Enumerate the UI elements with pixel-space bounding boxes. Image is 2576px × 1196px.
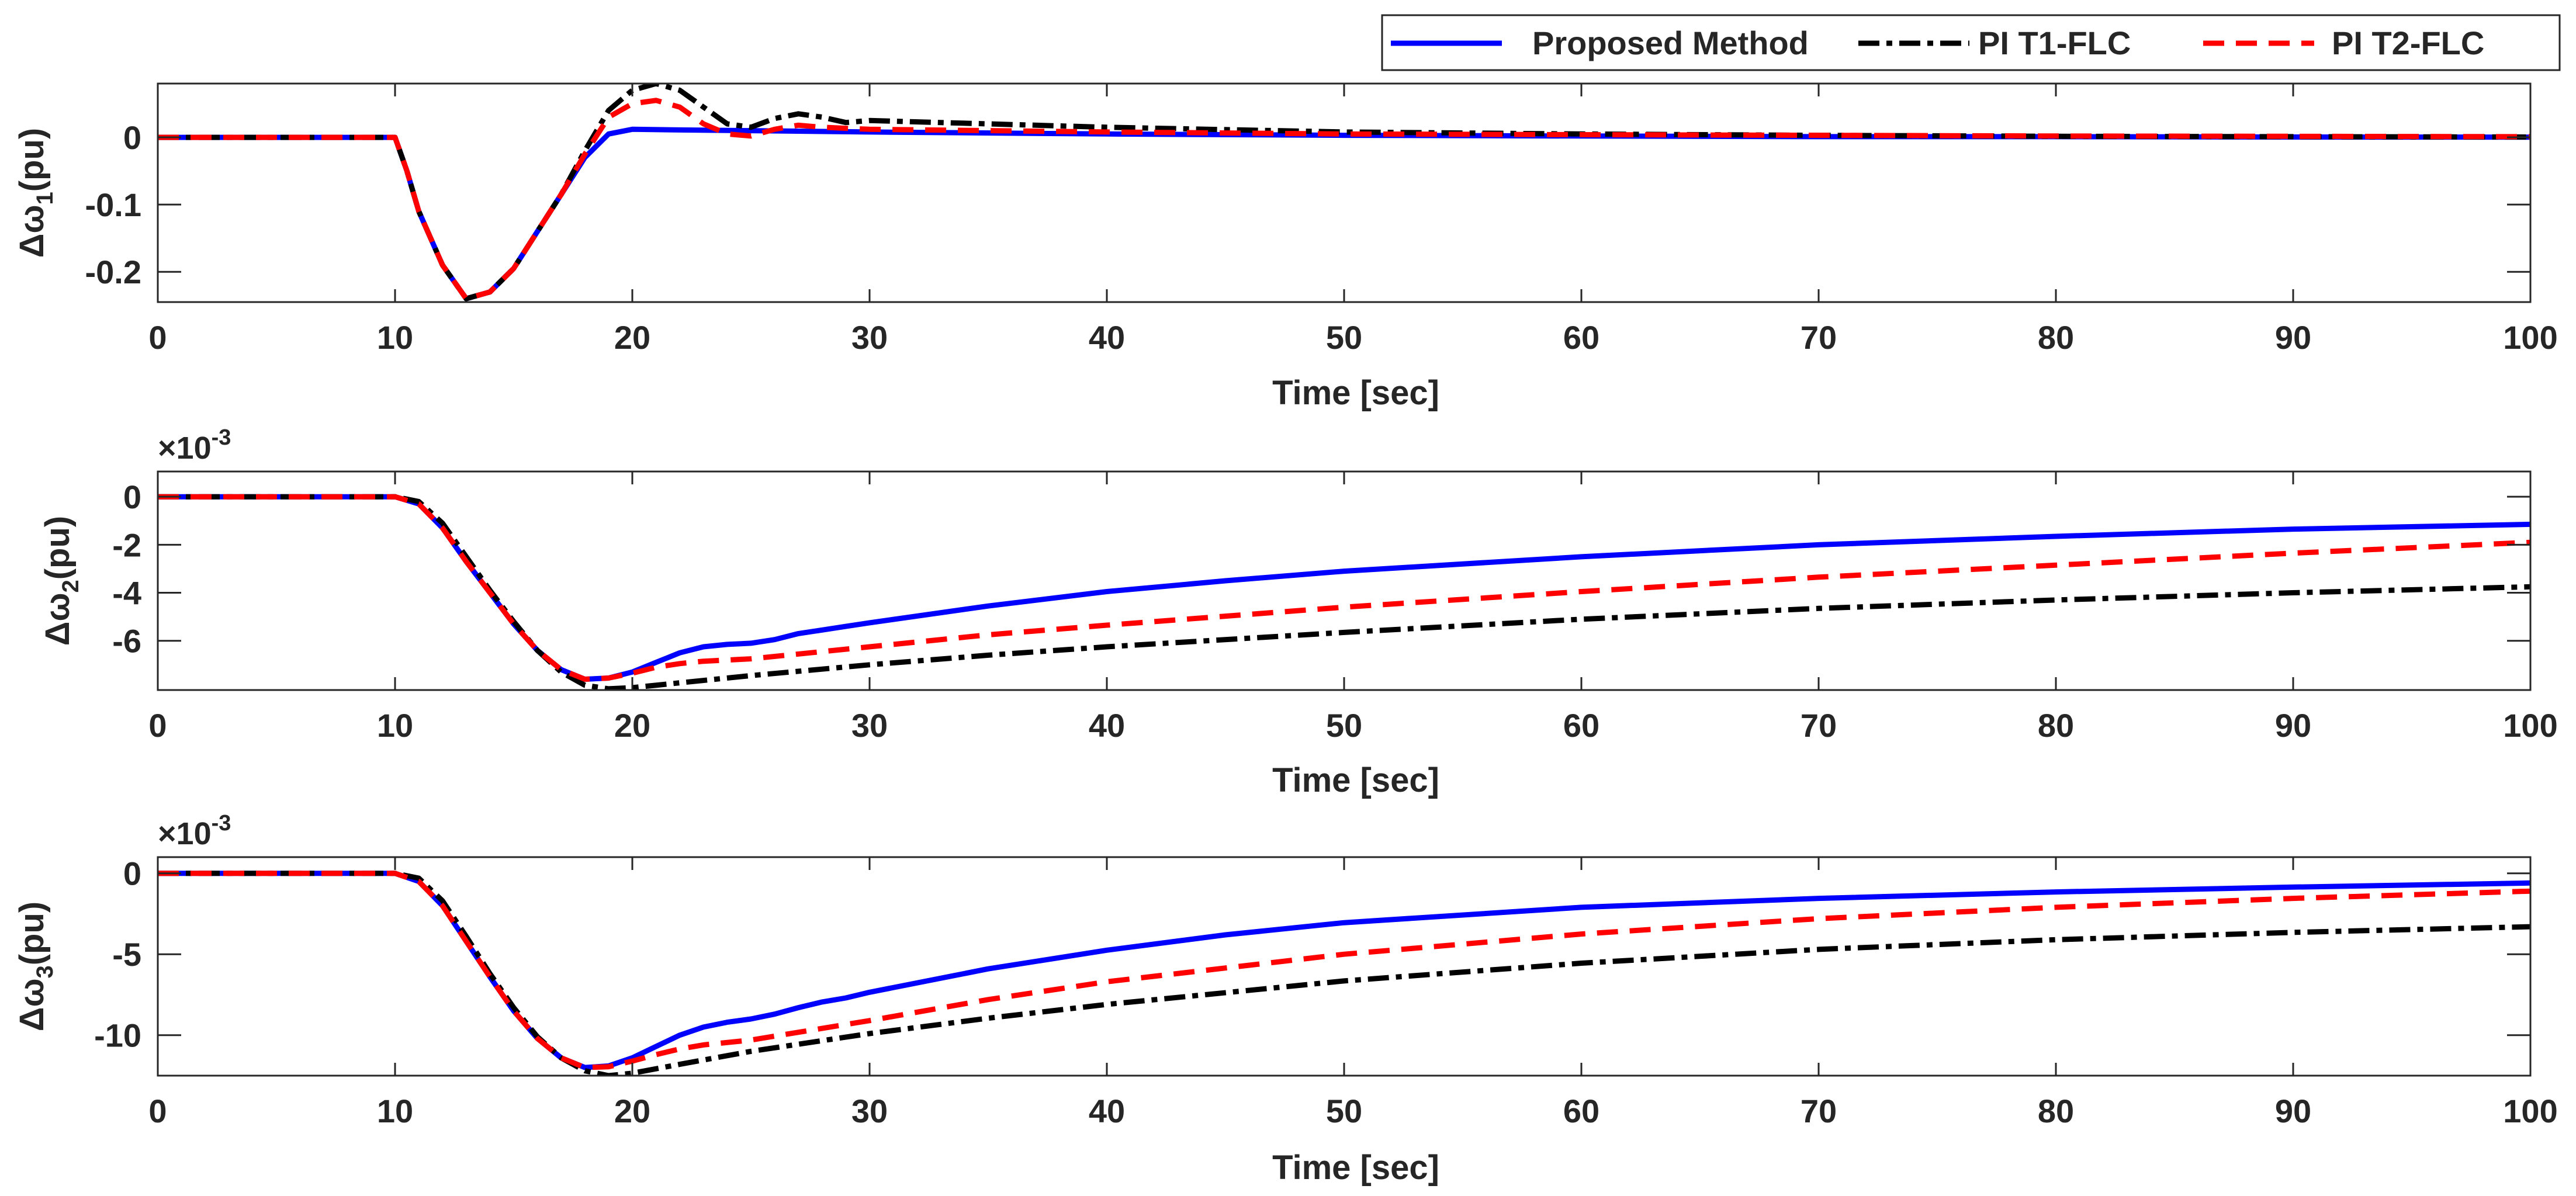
y-tick-label: -10 [94, 1017, 141, 1054]
y-axis-label-1: Δω1(pu) [13, 128, 58, 258]
y-tick-labels-2: 0 -2 -4 -6 [112, 479, 141, 660]
exponent-power-3: -3 [212, 811, 231, 836]
x-tick-label: 60 [1563, 1093, 1599, 1129]
series-line-pi-t2-flc [158, 494, 2530, 682]
series-group-1 [158, 84, 2530, 301]
x-tick-label: 20 [614, 319, 650, 356]
y-tick-labels-1: 0 -0.1 -0.2 [85, 119, 142, 290]
x-tick-label: 20 [614, 1093, 650, 1129]
exponent-label-2: ×10-3 [158, 425, 231, 466]
x-tick-label: 10 [377, 707, 413, 744]
y-axis-label-unit-1: (pu) [13, 128, 51, 192]
x-axis-label-2: Time [sec] [1272, 761, 1439, 799]
x-tick-label: 20 [614, 707, 650, 744]
y-axis-label-unit-3: (pu) [13, 902, 51, 966]
y-axis-label-main-1: Δω [13, 205, 51, 258]
x-axis-label-1: Time [sec] [1272, 374, 1439, 412]
x-tick-label: 80 [2038, 1093, 2074, 1129]
exponent-base-2: ×10 [158, 431, 212, 466]
plot-border-3 [157, 856, 2532, 1077]
x-tick-labels-2: 0 10 20 30 40 50 60 70 80 90 100 [148, 707, 2557, 744]
series-line-pi-t2-flc [158, 98, 2530, 301]
y-tick-label: 0 [123, 479, 141, 515]
x-tick-label: 50 [1326, 319, 1362, 356]
x-tick-label: 30 [851, 1093, 888, 1129]
x-axis-label-3: Time [sec] [1272, 1149, 1439, 1187]
x-tick-label: 0 [148, 319, 167, 356]
x-tick-label: 30 [851, 319, 888, 356]
y-tick-label: -6 [112, 623, 141, 660]
x-tick-label: 50 [1326, 1093, 1362, 1129]
legend-label-t2flc: PI T2-FLC [2332, 25, 2484, 61]
exponent-base-3: ×10 [158, 816, 212, 851]
subplot-delta-omega-3: 0 -5 -10 0 10 20 30 40 50 60 70 80 90 100 ×10-3 Time… [13, 811, 2558, 1187]
x-tick-label: 40 [1089, 319, 1125, 356]
y-tick-label: -2 [112, 526, 141, 563]
series-line-pi-t1-flc [158, 871, 2530, 1076]
legend: Proposed Method PI T1-FLC PI T2-FLC [1381, 14, 2561, 71]
y-tick-label: -0.1 [85, 186, 142, 223]
y-tick-label: -4 [112, 575, 141, 612]
x-tick-label: 90 [2275, 707, 2311, 744]
series-group-3 [158, 871, 2530, 1076]
x-tick-label: 100 [2503, 319, 2557, 356]
y-tick-labels-3: 0 -5 -10 [94, 855, 141, 1054]
x-tick-label: 40 [1089, 1093, 1125, 1129]
x-tick-label: 40 [1089, 707, 1125, 744]
y-axis-label-main-2: Δω [39, 593, 77, 646]
x-tick-label: 60 [1563, 707, 1599, 744]
x-tick-label: 70 [1801, 319, 1837, 356]
plot-border-2 [157, 470, 2532, 691]
y-axis-label-3: Δω3(pu) [13, 902, 58, 1031]
legend-box [1381, 14, 2561, 71]
x-tick-label: 60 [1563, 319, 1599, 356]
y-tick-label: -5 [112, 936, 141, 973]
y-axis-label-main-3: Δω [13, 979, 51, 1032]
x-tick-label: 90 [2275, 319, 2311, 356]
x-tick-label: 10 [377, 1093, 413, 1129]
plot-border-1 [157, 82, 2532, 303]
exponent-power-2: -3 [212, 425, 231, 450]
y-axis-label-sub-3: 3 [32, 965, 58, 978]
x-tick-label: 0 [148, 1093, 167, 1129]
x-tick-label: 70 [1801, 1093, 1837, 1129]
y-axis-label-sub-2: 2 [58, 580, 84, 592]
y-tick-label: 0 [123, 855, 141, 892]
x-tick-labels-3: 0 10 20 30 40 50 60 70 80 90 100 [148, 1093, 2557, 1129]
x-tick-label: 0 [148, 707, 167, 744]
series-line-pi-t1-flc [158, 84, 2530, 301]
subplot-delta-omega-2: 0 -2 -4 -6 0 10 20 30 40 50 60 70 80 90 100 ×10-3 Tim… [39, 425, 2558, 799]
series-group-2 [158, 494, 2530, 690]
x-tick-label: 10 [377, 319, 413, 356]
legend-label-proposed: Proposed Method [1532, 25, 1809, 61]
x-tick-label: 100 [2503, 1093, 2557, 1129]
subplot-delta-omega-1: 0 -0.1 -0.2 0 10 20 30 40 50 60 70 80 90 100 Time [s… [13, 82, 2558, 412]
x-tick-label: 70 [1801, 707, 1837, 744]
y-tick-label: 0 [123, 119, 141, 156]
plot-area-1 [157, 82, 2532, 303]
y-axis-label-unit-2: (pu) [39, 516, 77, 580]
x-tick-labels-1: 0 10 20 30 40 50 60 70 80 90 100 [148, 319, 2557, 356]
plot-area-2 [157, 470, 2532, 691]
x-tick-label: 100 [2503, 707, 2557, 744]
series-line-pi-t2-flc [158, 871, 2530, 1070]
x-tick-label: 90 [2275, 1093, 2311, 1129]
exponent-label-3: ×10-3 [158, 811, 231, 851]
y-tick-label: -0.2 [85, 254, 142, 290]
y-axis-label-2: Δω2(pu) [39, 516, 84, 646]
legend-label-t1flc: PI T1-FLC [1978, 25, 2131, 61]
x-tick-label: 80 [2038, 707, 2074, 744]
x-tick-label: 50 [1326, 707, 1362, 744]
x-tick-label: 30 [851, 707, 888, 744]
x-tick-label: 80 [2038, 319, 2074, 356]
plot-area-3 [157, 856, 2532, 1077]
y-axis-label-sub-1: 1 [32, 192, 58, 204]
